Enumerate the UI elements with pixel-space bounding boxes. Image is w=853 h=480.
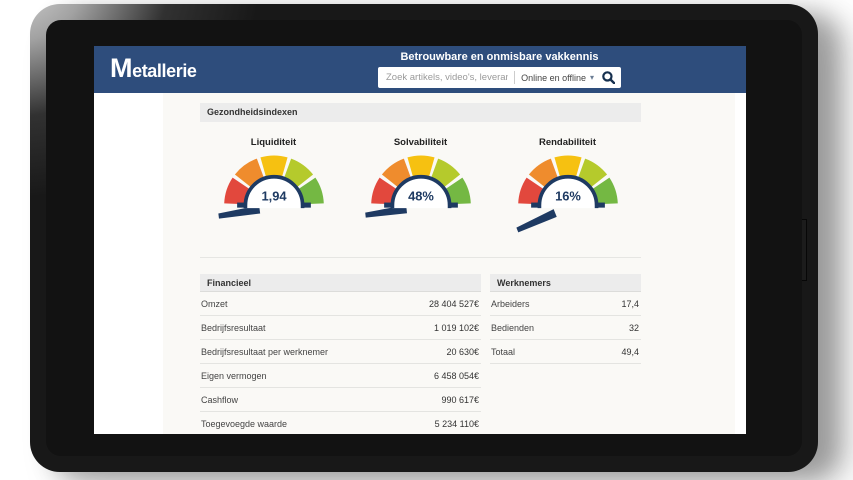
scope-label: Online en offline xyxy=(521,72,586,83)
search-input[interactable] xyxy=(384,71,511,84)
logo-initial: M xyxy=(110,53,133,83)
app-logo[interactable]: Metallerie xyxy=(110,53,197,84)
search-bar: Online en offline ▾ xyxy=(378,67,621,88)
gauge-rendabiliteit: Rendabiliteit 16% xyxy=(509,137,627,233)
row-label: Cashflow xyxy=(201,394,239,405)
row-value: 20 630€ xyxy=(446,346,479,357)
row-label: Bedrijfsresultaat xyxy=(201,322,266,333)
gauge-title: Liquiditeit xyxy=(250,137,297,148)
search-divider xyxy=(514,71,516,84)
row-value: 32 xyxy=(628,322,639,333)
row-value: 1 019 102€ xyxy=(433,322,479,333)
search-button[interactable] xyxy=(594,71,615,84)
gauge-title: Solvabiliteit xyxy=(393,137,448,148)
tablet-frame: Metallerie Betrouwbare en onmisbare vakk… xyxy=(30,4,818,472)
section-separator xyxy=(200,257,641,258)
app-header: Metallerie Betrouwbare en onmisbare vakk… xyxy=(94,46,746,93)
table-row: Eigen vermogen 6 458 054€ xyxy=(200,364,481,388)
content-area: Gezondheidsindexen Liquiditeit 1,94 Sol xyxy=(94,93,746,434)
row-label: Bedrijfsresultaat per werknemer xyxy=(201,346,329,357)
row-label: Eigen vermogen xyxy=(201,370,267,381)
app-screen: Metallerie Betrouwbare en onmisbare vakk… xyxy=(94,46,746,434)
logo-rest: etallerie xyxy=(132,61,197,81)
gauge-title: Rendabiliteit xyxy=(538,137,596,148)
table-row: Cashflow 990 617€ xyxy=(200,388,481,412)
row-value: 49,4 xyxy=(621,346,639,357)
row-value: 28 404 527€ xyxy=(428,298,479,309)
table-row: Totaal 49,4 xyxy=(490,340,641,364)
gauges-row: Liquiditeit 1,94 Solvabiliteit 48% xyxy=(200,137,641,233)
table-row: Arbeiders 17,4 xyxy=(490,292,641,316)
content-panel: Gezondheidsindexen Liquiditeit 1,94 Sol xyxy=(163,93,735,434)
gauge-value: 1,94 xyxy=(261,189,287,204)
gauge-liquiditeit: Liquiditeit 1,94 xyxy=(215,137,333,233)
financieel-table: Financieel Omzet 28 404 527€ Bedrijfsres… xyxy=(200,274,481,434)
row-label: Toegevoegde waarde xyxy=(201,418,288,429)
row-label: Arbeiders xyxy=(491,298,530,309)
werknemers-table: Werknemers Arbeiders 17,4 Bedienden 32 xyxy=(490,274,641,364)
row-label: Bedienden xyxy=(491,322,535,333)
row-value: 17,4 xyxy=(621,298,639,309)
search-scope-select[interactable]: Online en offline ▾ xyxy=(521,73,594,83)
table-header-werknemers: Werknemers xyxy=(490,274,641,292)
row-label: Omzet xyxy=(201,298,228,309)
gauge-chart: 16% xyxy=(515,155,618,233)
table-row: Toegevoegde waarde 5 234 110€ xyxy=(200,412,481,434)
table-row: Bedrijfsresultaat per werknemer 20 630€ xyxy=(200,340,481,364)
table-row: Bedrijfsresultaat 1 019 102€ xyxy=(200,316,481,340)
row-value: 990 617€ xyxy=(441,394,479,405)
table-header-financieel: Financieel xyxy=(200,274,481,292)
gauge-chart: 48% xyxy=(364,155,471,218)
gauge-value: 48% xyxy=(408,189,434,204)
gauge-value: 16% xyxy=(555,189,581,204)
header-tagline: Betrouwbare en onmisbare vakkennis xyxy=(400,51,599,63)
table-row: Bedienden 32 xyxy=(490,316,641,340)
gauge-chart: 1,94 xyxy=(217,155,324,219)
table-row: Omzet 28 404 527€ xyxy=(200,292,481,316)
row-value: 5 234 110€ xyxy=(434,418,479,429)
tables-row: Financieel Omzet 28 404 527€ Bedrijfsres… xyxy=(200,274,641,434)
row-value: 6 458 054€ xyxy=(433,370,479,381)
tablet-bezel: Metallerie Betrouwbare en onmisbare vakk… xyxy=(46,20,802,456)
search-icon xyxy=(602,71,615,84)
header-center: Betrouwbare en onmisbare vakkennis Onlin… xyxy=(378,51,621,88)
gauge-solvabiliteit: Solvabiliteit 48% xyxy=(362,137,480,233)
row-label: Totaal xyxy=(491,346,516,357)
chevron-down-icon: ▾ xyxy=(589,73,594,82)
section-header-gezondheidsindexen: Gezondheidsindexen xyxy=(200,103,641,122)
main-column: Gezondheidsindexen Liquiditeit 1,94 Sol xyxy=(200,103,641,434)
